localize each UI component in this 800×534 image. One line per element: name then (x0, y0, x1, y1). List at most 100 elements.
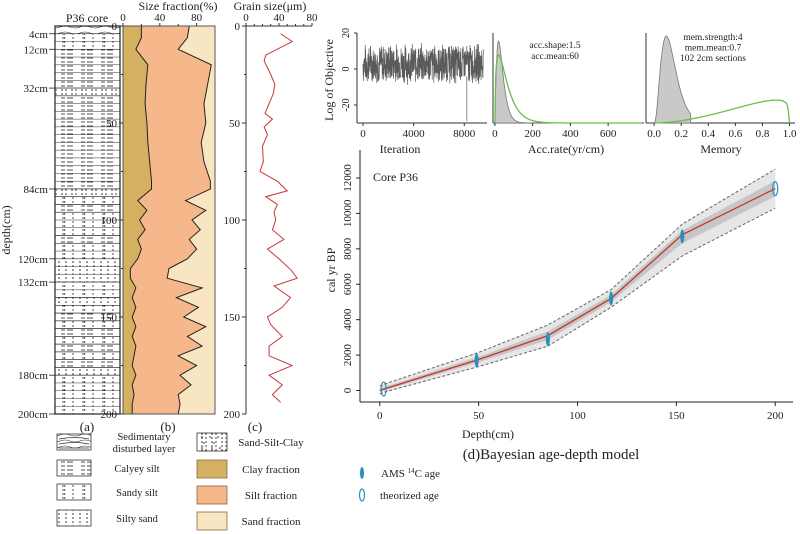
dot-icon (203, 442, 205, 444)
trace-line (362, 43, 484, 85)
core-layer-clayey_silt (54, 204, 121, 213)
mcmc-trace-plot: 0 4000 8000 -20 0 20 Iteration Log of Objective (322, 28, 487, 156)
size-fraction-panel: Size fraction(%) 0 40 80 0 50 100 150 200 (b) (101, 0, 218, 434)
legend-label-silty_sand: Silty sand (116, 514, 158, 525)
y-tick-label: 12000 (342, 164, 354, 192)
core-layer-sand_silt_clay (54, 188, 121, 198)
x-tick-label: 80 (191, 12, 203, 24)
x-tick-label: 0 (120, 12, 126, 24)
legend-swatch-clay (196, 459, 228, 479)
trace-x-label: Iteration (380, 142, 421, 156)
legend-swatch-disturbed (56, 433, 92, 451)
ams-date-marker (680, 229, 685, 244)
core-layer-sandy_silt (54, 374, 121, 415)
acc-prior-line (494, 54, 643, 124)
depth-mark-label: 180cm (18, 370, 48, 382)
x-tick-label: 0.0 (647, 128, 661, 140)
acc-annotation: acc.mean:60 (531, 52, 579, 62)
core-layer-clayey_silt (54, 328, 121, 337)
core-layer-clayey_silt (54, 343, 121, 353)
x-tick-label: 1.0 (783, 128, 797, 140)
size-fraction-title: Size fraction(%) (139, 0, 218, 13)
legend-swatch-sand (196, 511, 228, 531)
dot-icon (209, 436, 211, 438)
acc-annotation: acc.shape:1.5 (529, 41, 580, 51)
core-depth-axis-label: depth(cm) (0, 205, 13, 254)
y-tick-label: 200 (224, 409, 241, 421)
x-tick-label: 600 (600, 128, 617, 140)
fraction-legend: Sand-Silt-Clay Clay fraction Silt fraction… (196, 432, 304, 531)
core-layer-silty_sand (54, 297, 121, 306)
panel-label-c: (c) (248, 419, 262, 434)
theorized-date-marker (380, 381, 387, 397)
theorized-legend-label: theorized age (380, 490, 439, 502)
ams-legend-symbol (360, 467, 364, 479)
core-layer-sandy_silt (54, 336, 121, 345)
y-tick-label: 0 (112, 21, 118, 33)
core-layer-disturbed (54, 25, 121, 35)
x-tick-label: 400 (562, 128, 579, 140)
lower-bound-line (379, 207, 776, 395)
legend-label-disturbed: disturbed layer (113, 444, 176, 455)
depth-mark-label: 4cm (29, 29, 48, 41)
x-tick-label: 200 (767, 410, 784, 422)
x-tick-label: 40 (154, 12, 166, 24)
depth-mark-label: 132cm (18, 277, 48, 289)
core-log-panel: P36 core depth(cm) 4cm 12cm 32cm 84cm 120cm 1… (0, 11, 121, 434)
upper-bound-line (379, 168, 776, 387)
y-tick-label: 150 (224, 312, 241, 324)
legend-label-clayey_silt: Calyey silt (114, 464, 159, 475)
memory-posterior-area (652, 35, 692, 124)
x-tick-label: 150 (668, 410, 685, 422)
legend-label-sand_silt_clay: Sand-Silt-Clay (238, 437, 304, 449)
grain-size-panel: Grain size(μm) 0 40 80 0 50 100 150 200 (c) (224, 0, 319, 434)
dot-icon (213, 442, 215, 444)
grain-size-line (259, 33, 298, 403)
legend-swatch-clayey_silt (56, 459, 92, 477)
core-layer-clayey_silt (54, 359, 121, 368)
legend-swatch-sandy_silt (56, 483, 92, 501)
silt-sand-boundary-line (166, 25, 212, 415)
ams-date-marker (545, 332, 550, 347)
x-tick-label: 0 (492, 128, 498, 140)
y-tick-label: 50 (106, 118, 118, 130)
y-tick-label: 6000 (342, 273, 354, 296)
x-tick-label: 4000 (403, 128, 426, 140)
grain-size-title: Grain size(μm) (234, 0, 307, 13)
x-tick-label: 100 (569, 410, 586, 422)
x-tick-label: 0.6 (729, 128, 743, 140)
ams-legend-label: AMS 14C age (381, 467, 440, 480)
core-layer-sandy_silt (54, 351, 121, 360)
date-legend: AMS 14C age theorized age (358, 467, 440, 502)
age-x-label: Depth(cm) (462, 427, 514, 441)
depth-mark-label: 200cm (18, 409, 48, 421)
age-depth-plot: 0 2000 4000 6000 8000 10000 12000 0 50 100 150 200 D… (324, 150, 793, 463)
y-tick-label: 50 (229, 118, 241, 130)
y-tick-label: 8000 (342, 237, 354, 259)
depth-mark-label: 120cm (18, 254, 48, 266)
memory-annotation: 102 2cm sections (680, 54, 746, 64)
clay-silt-boundary-line (129, 26, 153, 414)
x-tick-label: 200 (524, 128, 541, 140)
acc-rate-plot: 0 200 400 600 Acc.rate(yr/cm) acc.shape:1.5ac… (492, 33, 644, 156)
panel-label-a: (a) (80, 419, 94, 434)
disturbed-wave-icon (58, 437, 90, 449)
legend-swatch-silt (196, 485, 228, 505)
y-tick-label: 150 (101, 312, 118, 324)
core-layer-sandy_silt (54, 196, 121, 205)
memory-x-label: Memory (700, 142, 741, 156)
dot-icon (201, 436, 203, 438)
clay-fraction-area (123, 26, 152, 414)
legend-label-sand: Sand fraction (242, 516, 301, 528)
core-layer-sand_silt_clay (54, 87, 121, 97)
x-tick-label: 8000 (453, 128, 476, 140)
x-tick-label: 80 (307, 12, 319, 24)
legend-swatch-silty_sand (56, 509, 92, 527)
x-tick-label: 0 (360, 128, 366, 140)
trace-y-label: Log of Objective (322, 39, 336, 121)
y-tick-label: 4000 (342, 308, 354, 331)
legend-label-sandy_silt: Sandy silt (116, 488, 158, 499)
memory-annotation: mem.strength:4 (683, 33, 743, 43)
depth-mark-label: 84cm (24, 184, 49, 196)
y-tick-label: 0 (342, 387, 354, 393)
